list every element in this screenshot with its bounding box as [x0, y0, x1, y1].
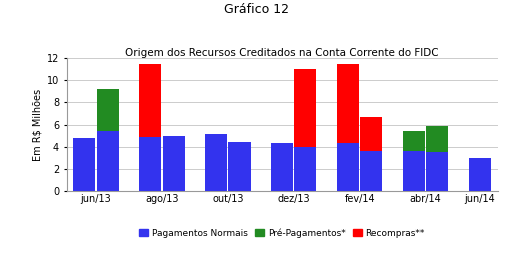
- Bar: [294, 69, 317, 147]
- Bar: [96, 89, 119, 131]
- Title: Origem dos Recursos Creditados na Conta Corrente do FIDC: Origem dos Recursos Creditados na Conta …: [125, 47, 439, 58]
- Legend: Pagamentos Normais, Pré-Pagamentos*, Recompras**: Pagamentos Normais, Pré-Pagamentos*, Rec…: [136, 224, 428, 241]
- Bar: [403, 151, 425, 191]
- Bar: [426, 152, 448, 191]
- Bar: [205, 134, 227, 191]
- Bar: [337, 64, 359, 143]
- Bar: [294, 147, 317, 191]
- Bar: [228, 142, 250, 191]
- Bar: [271, 143, 293, 191]
- Text: Gráfico 12: Gráfico 12: [224, 3, 289, 16]
- Bar: [403, 131, 425, 151]
- Bar: [337, 143, 359, 191]
- Bar: [139, 137, 162, 191]
- Bar: [360, 117, 382, 151]
- Bar: [469, 158, 491, 191]
- Y-axis label: Em R$ Milhões: Em R$ Milhões: [32, 89, 43, 161]
- Bar: [426, 126, 448, 152]
- Bar: [360, 151, 382, 191]
- Bar: [73, 138, 95, 191]
- Bar: [96, 131, 119, 191]
- Bar: [139, 64, 162, 137]
- Bar: [163, 136, 185, 191]
